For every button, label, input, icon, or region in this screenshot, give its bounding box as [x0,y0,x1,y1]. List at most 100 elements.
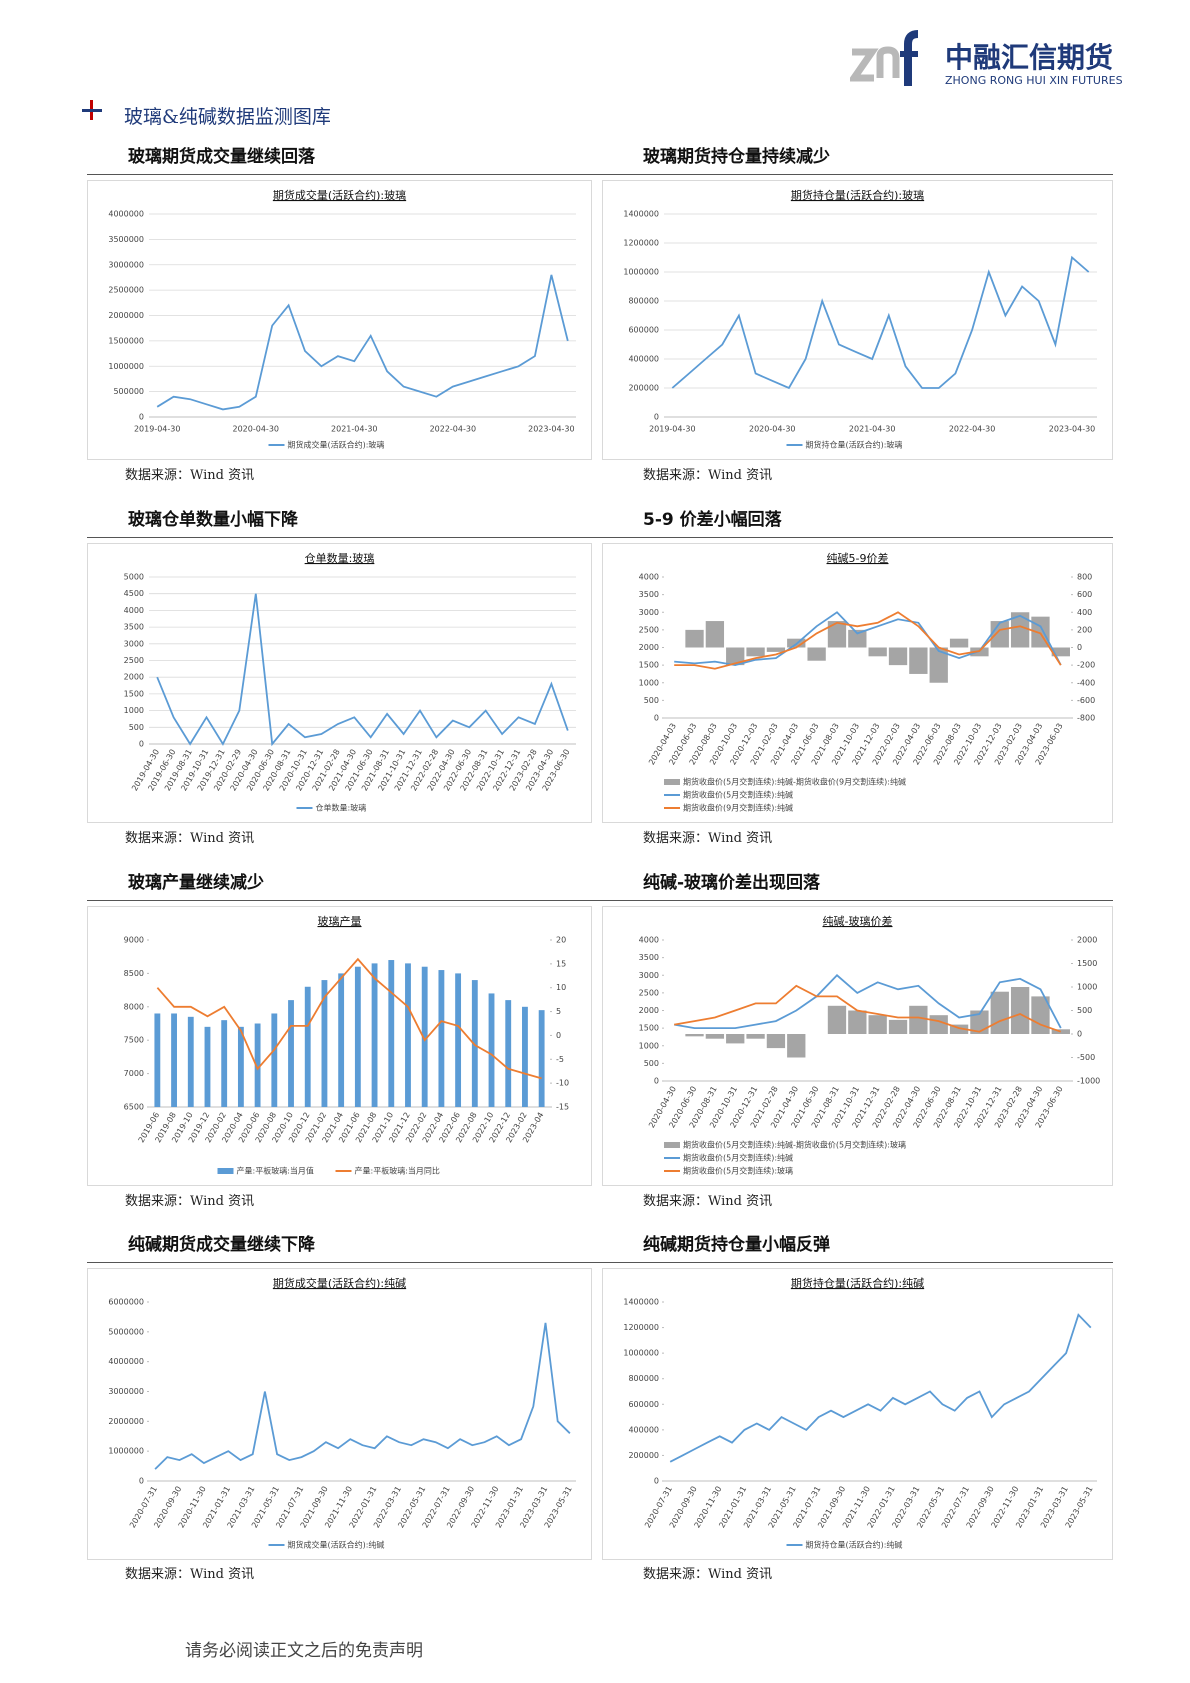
legend-label: 期货收盘价(5月交割连续):纯碱 [683,790,793,800]
legend-item: 期货收盘价(5月交割连续):纯碱-期货收盘价(9月交割连续):纯碱 [664,777,906,787]
legend-item: 产量:平板玻璃:当月值 [217,1166,314,1176]
bar [254,1023,261,1107]
bar [726,1034,745,1044]
bar [766,647,786,652]
y-tick-label: 0 [139,413,144,422]
y-tick-label: 2000000 [108,311,144,320]
y-tick-label: 1400000 [623,210,659,219]
series-line [674,611,1062,667]
bar [538,1010,545,1107]
y-tick-label: 1200000 [623,1323,659,1332]
bar [868,1015,887,1034]
y-tick-label: 2500 [124,656,144,665]
panel-heading: 玻璃期货成交量继续回落 [128,147,315,167]
x-tick-label: 2023-04-30 [1049,425,1096,434]
bar [1010,612,1030,648]
y-tick-label: 2000 [639,1006,659,1015]
bar [1051,647,1070,657]
bar [505,1000,512,1107]
bar [827,1005,847,1034]
legend-swatch [664,779,680,785]
series-line [156,274,569,411]
y-tick-label: 800000 [628,1374,659,1383]
bar [929,647,948,683]
chart-frame [602,180,1113,460]
chart: 期货成交量(活跃合约):纯碱 0 1000000 2000000 3000000 4000… [87,1268,592,1560]
legend-item: 期货持仓量(活跃合约):玻璃 [786,440,902,450]
y-tick-label: 0 [654,714,659,723]
x-tick-label: 2022-04-30 [949,425,996,434]
legend-label: 产量:平板玻璃:当月值 [237,1166,314,1176]
y-tick-label: 3500000 [108,235,144,244]
y-tick-label: 8000 [124,1002,144,1011]
legend-item: 期货收盘价(5月交割连续):玻璃 [664,1166,793,1176]
bar [746,1034,765,1039]
bar [455,973,462,1107]
y-tick-label: 5000000 [108,1327,144,1336]
series-line [156,593,569,747]
chart: 玻璃产量 6500 7000 7500 8000 8500 9000 -15 -10 -5 0 5 10… [87,906,592,1186]
bar [1010,987,1030,1034]
y-tick-label: 3000 [124,639,144,648]
logo-mark [850,30,919,86]
x-tick-label: 2023-04-30 [528,425,575,434]
x-tick-label: 2021-04-30 [331,425,378,434]
chart-frame [602,906,1113,1186]
panel-heading: 纯碱-玻璃价差出现回落 [643,873,821,893]
y-tick-label: 500 [644,696,659,705]
bar [949,1024,969,1034]
y2-tick-label: 1000 [1077,983,1097,992]
panel-source: 数据来源：Wind 资讯 [125,831,255,846]
legend-item: 期货收盘价(5月交割连续):纯碱 [664,790,793,800]
chart-title: 仓单数量:玻璃 [305,551,375,565]
y-tick-label: 200000 [628,1451,659,1460]
legend-label: 期货收盘价(5月交割连续):玻璃 [683,1166,793,1176]
x-tick-label: 2020-04-30 [749,425,796,434]
chart-frame [602,543,1113,823]
y2-tick-label: 0 [1077,643,1082,652]
legend-label: 仓单数量:玻璃 [316,803,367,813]
heading-rule [87,900,1113,901]
panel-heading: 玻璃期货持仓量持续减少 [643,147,830,167]
legend-item: 期货成交量(活跃合约):纯碱 [268,1540,384,1550]
y-tick-label: 0 [139,1477,144,1486]
bar [371,963,378,1107]
y-tick-label: 600000 [628,326,659,335]
y-tick-label: 3000000 [108,1387,144,1396]
legend-item: 仓单数量:玻璃 [296,803,367,813]
panel-source: 数据来源：Wind 资讯 [125,1567,255,1582]
y-tick-label: 9000 [124,936,144,945]
bar [1031,996,1050,1034]
bar [705,621,725,648]
heading-rule [87,174,1113,175]
y-tick-label: 0 [654,413,659,422]
y2-tick-label: 15 [556,959,566,968]
y2-tick-label: -15 [556,1103,569,1112]
y-tick-label: 1000 [124,706,144,715]
y-tick-label: 1500 [639,1024,659,1033]
chart: 期货持仓量(活跃合约):纯碱 0 200000 400000 600000 800000 1… [602,1268,1113,1560]
y-tick-label: 7000 [124,1069,144,1078]
y-tick-label: 2500000 [108,286,144,295]
y-tick-label: 2500 [639,988,659,997]
y-tick-label: 400000 [628,1425,659,1434]
x-tick-label: 2019-04-30 [649,425,696,434]
y-tick-label: 1000 [639,678,659,687]
y-tick-label: 4000000 [108,210,144,219]
y-tick-label: 4500 [124,589,144,598]
bar [154,1013,161,1107]
y2-tick-label: 0 [1077,1030,1082,1039]
bar [705,1034,725,1039]
legend-label: 期货持仓量(活跃合约):纯碱 [806,1540,903,1550]
series-line [674,611,1062,670]
chart: 期货持仓量(活跃合约):玻璃 0 200000 400000 600000 800000 1… [602,180,1113,460]
y2-tick-label: 500 [1077,1006,1092,1015]
y-tick-label: 5000 [124,573,144,582]
bar [685,629,704,648]
y2-tick-label: 0 [556,1031,561,1040]
legend-item: 期货收盘价(5月交割连续):纯碱-期货收盘价(5月交割连续):玻璃 [664,1140,906,1150]
y-tick-label: 1000000 [623,1349,659,1358]
heading-rule [87,537,1113,538]
bar [807,647,826,661]
